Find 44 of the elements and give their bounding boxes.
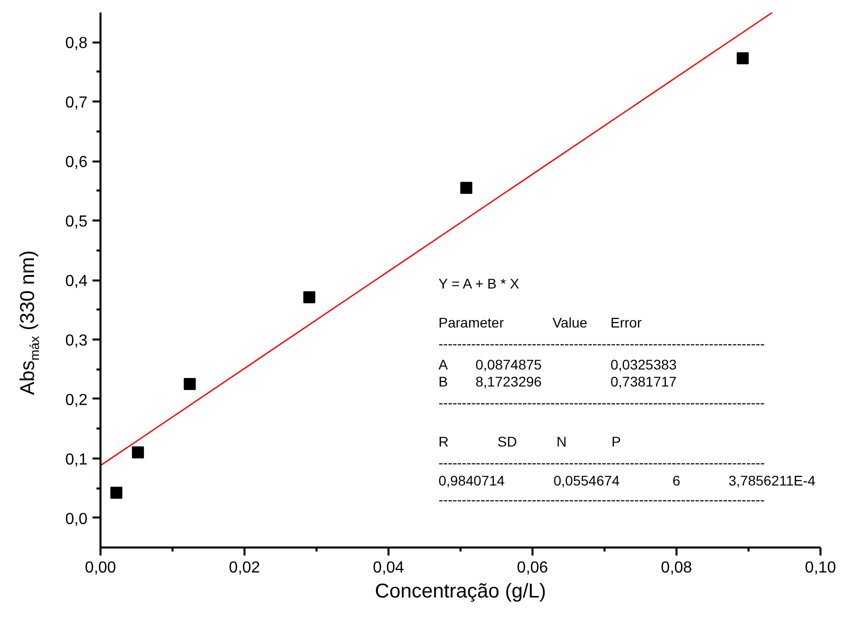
annotation: ---------------------------------------------------------------------- [438,336,766,352]
point [184,378,196,390]
annotation: N [556,434,567,450]
annotation: 0,7381717 [610,374,677,390]
point [110,486,122,499]
y-tick-label: 0,3 [65,332,88,350]
point [303,291,316,304]
x-tick-label: 0,00 [84,560,116,576]
x-tick-label: 0,10 [804,560,836,576]
annotation: 0,0325383 [610,356,677,372]
annotation: Parameter [438,314,504,330]
y-tick-label: 0,7 [65,94,88,112]
point [132,446,144,458]
x-tick-label: 0,08 [660,560,692,576]
y-tick-label: 0,1 [65,451,88,468]
annotation: SD [498,434,517,450]
annotation: ---------------------------------------------------------------------- [438,492,766,508]
annotation: ---------------------------------------------------------------------- [438,454,766,470]
y-tick-label: 0,2 [65,392,88,409]
x-axis-title: Concentração (g/L) [374,580,546,602]
annotation: R [438,434,449,450]
annotation: B [438,374,448,390]
annotation: 8,1723296 [476,374,542,390]
annotation: Error [610,314,642,330]
x-tick-label: 0,06 [516,560,548,576]
x-tick-label: 0,02 [228,560,260,576]
annotation: 6 [672,472,680,488]
point [460,182,472,194]
x-tick-label: 0,04 [372,560,404,576]
annotation: 0,0874875 [476,356,542,372]
annotation: 0,9840714 [438,472,505,488]
annotation: ---------------------------------------------------------------------- [438,394,766,410]
annotation: Y = A + B * X [438,276,520,292]
y-tick-label: 0,4 [65,273,88,290]
annotation: 3,7856211E-4 [728,472,816,488]
annotation: P [612,434,621,450]
y-tick-label: 0,5 [65,214,88,231]
y-tick-label: 0,8 [65,35,88,52]
point [736,52,749,64]
annotation: 0,0554674 [554,472,620,488]
y-tick-label: 0,6 [65,154,88,172]
annotation: Value [552,314,588,330]
y-tick-label: 0,0 [65,510,88,528]
annotation: A [438,356,448,372]
